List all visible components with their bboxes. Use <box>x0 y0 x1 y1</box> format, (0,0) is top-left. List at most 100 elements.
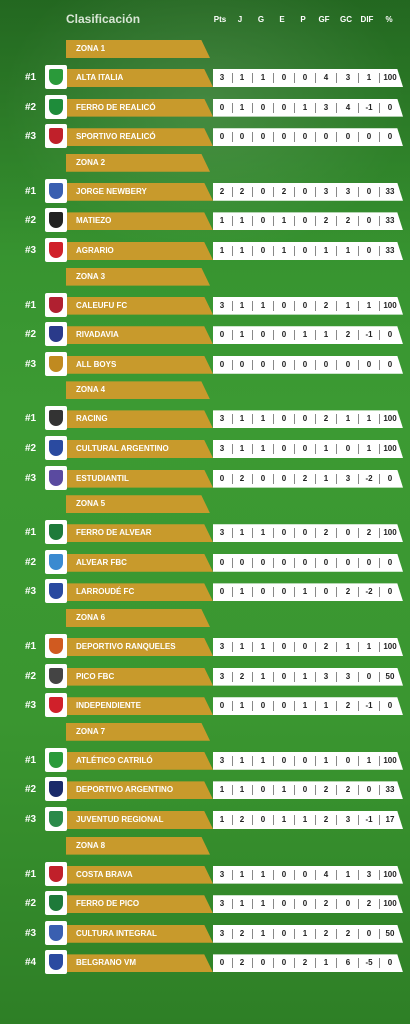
team-crest-icon <box>45 747 67 772</box>
stat-gc: 6 <box>345 958 351 968</box>
stat-p: 1 <box>302 587 308 597</box>
table-row[interactable]: #1 COSTA BRAVA 3 1 1 0 0 4 1 3 100 <box>0 861 410 888</box>
table-row[interactable]: #3 CULTURA INTEGRAL 3 2 1 0 1 2 2 0 50 <box>0 920 410 947</box>
team-name-bar[interactable]: FERRO DE PICO <box>67 895 213 914</box>
team-stats: 0 1 0 0 1 3 4 -1 0 <box>213 98 403 117</box>
table-row[interactable]: #1 DEPORTIVO RANQUELES 3 1 1 0 0 2 1 1 100 <box>0 634 410 660</box>
stat-j: 1 <box>239 785 245 795</box>
team-name-bar[interactable]: BELGRANO VM <box>67 954 213 973</box>
team-name-bar[interactable]: LARROUDÉ FC <box>67 583 213 602</box>
team-name-bar[interactable]: MATIEZO <box>67 212 213 231</box>
stat-divider <box>232 473 233 484</box>
stat-divider <box>315 186 316 197</box>
stat-p: 0 <box>302 73 308 82</box>
position-label: #4 <box>25 957 37 969</box>
team-name-bar[interactable]: ESTUDIANTIL <box>67 469 213 488</box>
stat-divider <box>232 132 233 143</box>
team-name-bar[interactable]: JORGE NEWBERY <box>67 182 213 201</box>
table-row[interactable]: #2 FERRO DE PICO 3 1 1 0 0 2 0 2 100 <box>0 891 410 917</box>
team-crest-icon <box>45 920 67 945</box>
team-name-bar[interactable]: FERRO DE ALVEAR <box>67 524 213 543</box>
stat-divider <box>336 642 337 652</box>
stat-p: 0 <box>302 186 308 196</box>
team-name-bar[interactable]: AGRARIO <box>67 242 213 260</box>
team-name-bar[interactable]: ATLÉTICO CATRILÓ <box>67 751 213 770</box>
stat-g: 0 <box>260 186 266 196</box>
team-name-bar[interactable]: PICO FBC <box>67 667 213 686</box>
stat-divider <box>252 671 253 682</box>
stat-g: 0 <box>260 557 266 567</box>
team-name-bar[interactable]: ALVEAR FBC <box>67 553 213 572</box>
stat-divider <box>273 414 274 425</box>
team-name-bar[interactable]: RACING <box>67 410 213 429</box>
stat-pts: 1 <box>219 785 225 795</box>
table-row[interactable]: #1 ALTA ITALIA 3 1 1 0 0 4 3 1 100 <box>0 65 410 91</box>
stat-divider <box>252 359 253 370</box>
team-name-bar[interactable]: DEPORTIVO RANQUELES <box>67 638 213 656</box>
stat-pct: 33 <box>385 246 395 255</box>
team-name-bar[interactable]: CALEUFU FC <box>67 296 213 315</box>
team-stats: 3 1 1 0 0 2 0 2 100 <box>213 524 403 543</box>
team-crest-icon <box>45 65 67 89</box>
stat-j: 1 <box>239 300 245 310</box>
column-header: DIF <box>360 15 374 24</box>
stat-divider <box>294 132 295 143</box>
team-name-bar[interactable]: CULTURAL ARGENTINO <box>67 440 213 458</box>
stat-divider <box>294 815 295 825</box>
table-row[interactable]: #2 ALVEAR FBC 0 0 0 0 0 0 0 0 0 <box>0 549 410 576</box>
stat-dif: -1 <box>365 102 373 112</box>
stat-e: 0 <box>281 528 287 538</box>
team-stats: 0 0 0 0 0 0 0 0 0 <box>213 355 403 374</box>
team-name-bar[interactable]: FERRO DE REALICÓ <box>67 98 213 117</box>
table-row[interactable]: #3 AGRARIO 1 1 0 1 0 1 1 0 33 <box>0 238 410 264</box>
team-name-bar[interactable]: ALTA ITALIA <box>67 69 213 87</box>
team-name-bar[interactable]: SPORTIVO REALICÓ <box>67 128 213 147</box>
table-row[interactable]: #2 PICO FBC 3 2 1 0 1 3 3 0 50 <box>0 663 410 690</box>
stat-j: 1 <box>239 330 245 340</box>
team-name: DEPORTIVO ARGENTINO <box>76 785 174 795</box>
stat-divider <box>336 186 337 197</box>
table-row[interactable]: #3 ESTUDIANTIL 0 2 0 0 2 1 3 -2 0 <box>0 465 410 492</box>
team-name-bar[interactable]: CULTURA INTEGRAL <box>67 924 213 943</box>
stat-divider <box>273 587 274 598</box>
stat-divider <box>294 557 295 568</box>
table-row[interactable]: #3 ALL BOYS 0 0 0 0 0 0 0 0 0 <box>0 351 410 378</box>
table-row[interactable]: #2 FERRO DE REALICÓ 0 1 0 0 1 3 4 -1 0 <box>0 94 410 121</box>
team-crest-icon <box>45 178 67 203</box>
table-row[interactable]: #2 DEPORTIVO ARGENTINO 1 1 0 1 0 2 2 0 33 <box>0 777 410 803</box>
table-row[interactable]: #1 CALEUFU FC 3 1 1 0 0 2 1 1 100 <box>0 292 410 319</box>
team-name-bar[interactable]: DEPORTIVO ARGENTINO <box>67 781 213 800</box>
table-row[interactable]: #2 MATIEZO 1 1 0 1 0 2 2 0 33 <box>0 208 410 234</box>
table-row[interactable]: #3 LARROUDÉ FC 0 1 0 0 1 0 2 -2 0 <box>0 579 410 605</box>
position-label: #3 <box>25 927 37 939</box>
stat-gc: 3 <box>345 671 351 681</box>
team-stats: 2 2 0 2 0 3 3 0 33 <box>213 182 403 201</box>
team-stats: 1 1 0 1 0 2 2 0 33 <box>213 212 403 231</box>
table-row[interactable]: #4 BELGRANO VM 0 2 0 0 2 1 6 -5 0 <box>0 950 410 976</box>
table-row[interactable]: #2 CULTURAL ARGENTINO 3 1 1 0 0 1 0 1 100 <box>0 436 410 462</box>
table-row[interactable]: #1 FERRO DE ALVEAR 3 1 1 0 0 2 0 2 100 <box>0 520 410 546</box>
stat-dif: 1 <box>366 755 372 765</box>
table-row[interactable]: #1 RACING 3 1 1 0 0 2 1 1 100 <box>0 406 410 432</box>
table-row[interactable]: #3 JUVENTUD REGIONAL 1 2 0 1 1 2 3 -1 17 <box>0 807 410 833</box>
table-row[interactable]: #3 SPORTIVO REALICÓ 0 0 0 0 0 0 0 0 0 <box>0 124 410 150</box>
stat-divider <box>273 785 274 796</box>
stat-j: 1 <box>239 899 245 909</box>
stat-divider <box>294 928 295 939</box>
stat-pts: 3 <box>219 300 225 310</box>
position-label: #2 <box>25 898 37 910</box>
stat-pts: 3 <box>219 528 225 538</box>
stat-divider <box>232 102 233 113</box>
team-name-bar[interactable]: INDEPENDIENTE <box>67 697 213 716</box>
stat-j: 2 <box>239 473 245 483</box>
table-row[interactable]: #1 JORGE NEWBERY 2 2 0 2 0 3 3 0 33 <box>0 178 410 205</box>
team-name-bar[interactable]: ALL BOYS <box>67 355 213 374</box>
table-row[interactable]: #1 ATLÉTICO CATRILÓ 3 1 1 0 0 1 0 1 100 <box>0 747 410 774</box>
stat-e: 0 <box>281 587 287 597</box>
team-name-bar[interactable]: RIVADAVIA <box>67 326 213 345</box>
table-row[interactable]: #3 INDEPENDIENTE 0 1 0 0 1 1 2 -1 0 <box>0 693 410 719</box>
table-row[interactable]: #2 RIVADAVIA 0 1 0 0 1 1 2 -1 0 <box>0 322 410 348</box>
stat-g: 0 <box>260 246 266 255</box>
team-name-bar[interactable]: COSTA BRAVA <box>67 865 213 884</box>
team-name-bar[interactable]: JUVENTUD REGIONAL <box>67 811 213 829</box>
